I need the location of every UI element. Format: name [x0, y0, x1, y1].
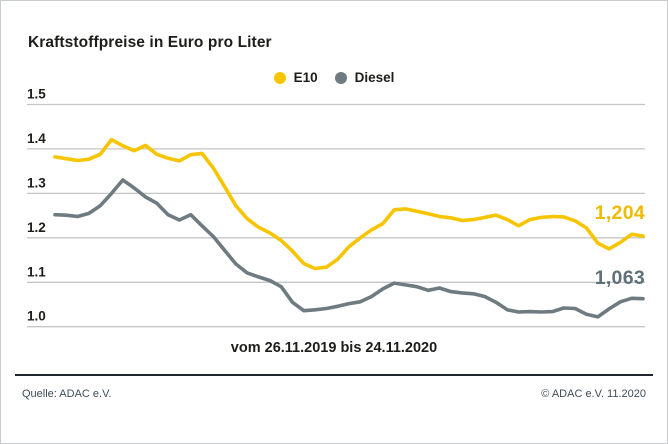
y-axis-tick-label: 1.5	[27, 87, 46, 102]
legend-item-diesel: Diesel	[334, 70, 395, 85]
e10-price-line	[53, 137, 645, 271]
diesel-price-line	[53, 178, 645, 319]
legend-item-e10: E10	[273, 70, 318, 85]
diesel-marker-icon	[334, 71, 347, 84]
legend-label-e10: E10	[293, 70, 318, 85]
legend-label-diesel: Diesel	[354, 70, 395, 85]
copyright-label: © ADAC e.V. 11.2020	[541, 388, 646, 400]
footer-row: Quelle: ADAC e.V. © ADAC e.V. 11.2020	[15, 376, 653, 400]
y-axis-tick-label: 1.3	[27, 175, 46, 190]
diesel-end-value: 1,063	[594, 267, 645, 289]
e10-marker-icon	[273, 71, 286, 84]
y-axis-tick-label: 1.1	[27, 264, 46, 279]
date-range-label: vom 26.11.2019 bis 24.11.2020	[230, 340, 438, 356]
e10-end-value: 1,204	[594, 202, 645, 224]
chart-legend: E10 Diesel	[0, 70, 668, 85]
y-axis-tick-label: 1.2	[27, 220, 46, 235]
footer: Quelle: ADAC e.V. © ADAC e.V. 11.2020	[15, 374, 653, 400]
chart-title: Kraftstoffpreise in Euro pro Liter	[28, 34, 272, 51]
y-axis-tick-label: 1.0	[27, 309, 46, 324]
y-axis-tick-label: 1.4	[27, 131, 46, 146]
source-label: Quelle: ADAC e.V.	[22, 388, 112, 400]
